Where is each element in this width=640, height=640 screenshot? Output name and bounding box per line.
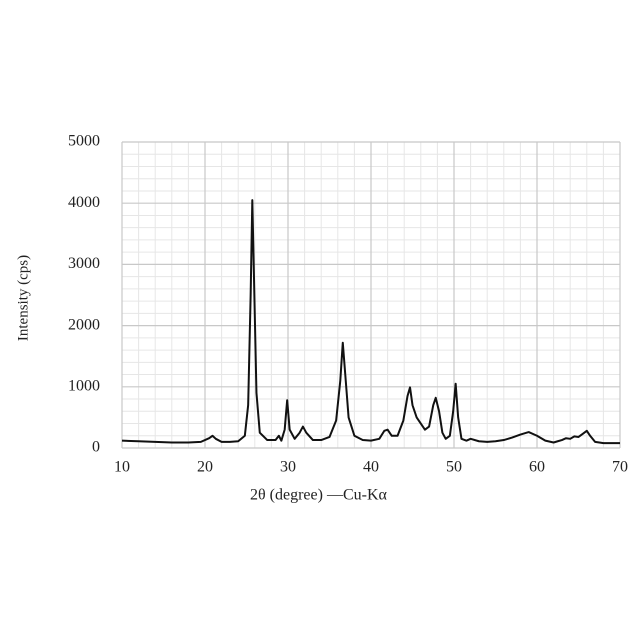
x-tick-label: 70 (612, 459, 628, 476)
y-tick-label: 4000 (68, 194, 100, 211)
x-tick-label: 20 (197, 459, 213, 476)
y-axis-label: Intensity (cps) (15, 255, 31, 341)
x-tick-label: 30 (280, 459, 296, 476)
x-tick-label: 10 (114, 459, 130, 476)
chart: 2θ (degree) —Cu-Kα Intensity (cps) 10 20 3… (0, 0, 640, 640)
y-tick-label: 2000 (68, 316, 100, 333)
y-tick-label: 1000 (68, 377, 100, 394)
y-tick-label: 0 (92, 439, 100, 456)
x-axis-label: 2θ (degree) —Cu-Kα (250, 487, 388, 504)
x-tick-label: 40 (363, 459, 379, 476)
x-tick-label: 60 (529, 459, 545, 476)
y-tick-label: 5000 (68, 133, 100, 150)
y-tick-label: 3000 (68, 255, 100, 272)
x-tick-label: 50 (446, 459, 462, 476)
